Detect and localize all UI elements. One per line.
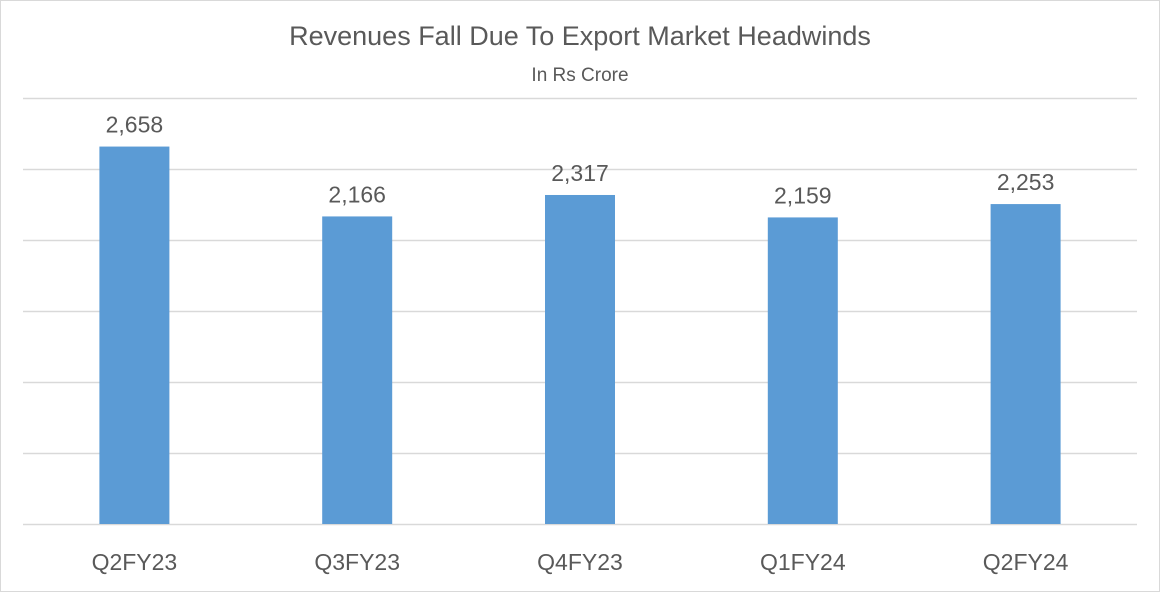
x-tick-label: Q4FY23 [537,549,623,575]
x-tick-label: Q2FY24 [983,549,1069,575]
chart-subtitle: In Rs Crore [531,65,629,86]
data-label: 2,317 [551,160,609,186]
bar [99,146,170,524]
bar [990,204,1061,524]
bar [322,216,393,525]
chart-title: Revenues Fall Due To Export Market Headw… [289,21,871,51]
data-label: 2,658 [106,112,164,138]
bar [767,217,838,524]
bar [545,194,615,524]
data-label: 2,253 [997,169,1055,195]
data-label: 2,166 [328,181,386,207]
data-label: 2,159 [774,182,832,208]
x-tick-label: Q1FY24 [760,549,846,575]
x-tick-label: Q3FY23 [314,549,400,575]
x-tick-label: Q2FY23 [92,549,178,575]
